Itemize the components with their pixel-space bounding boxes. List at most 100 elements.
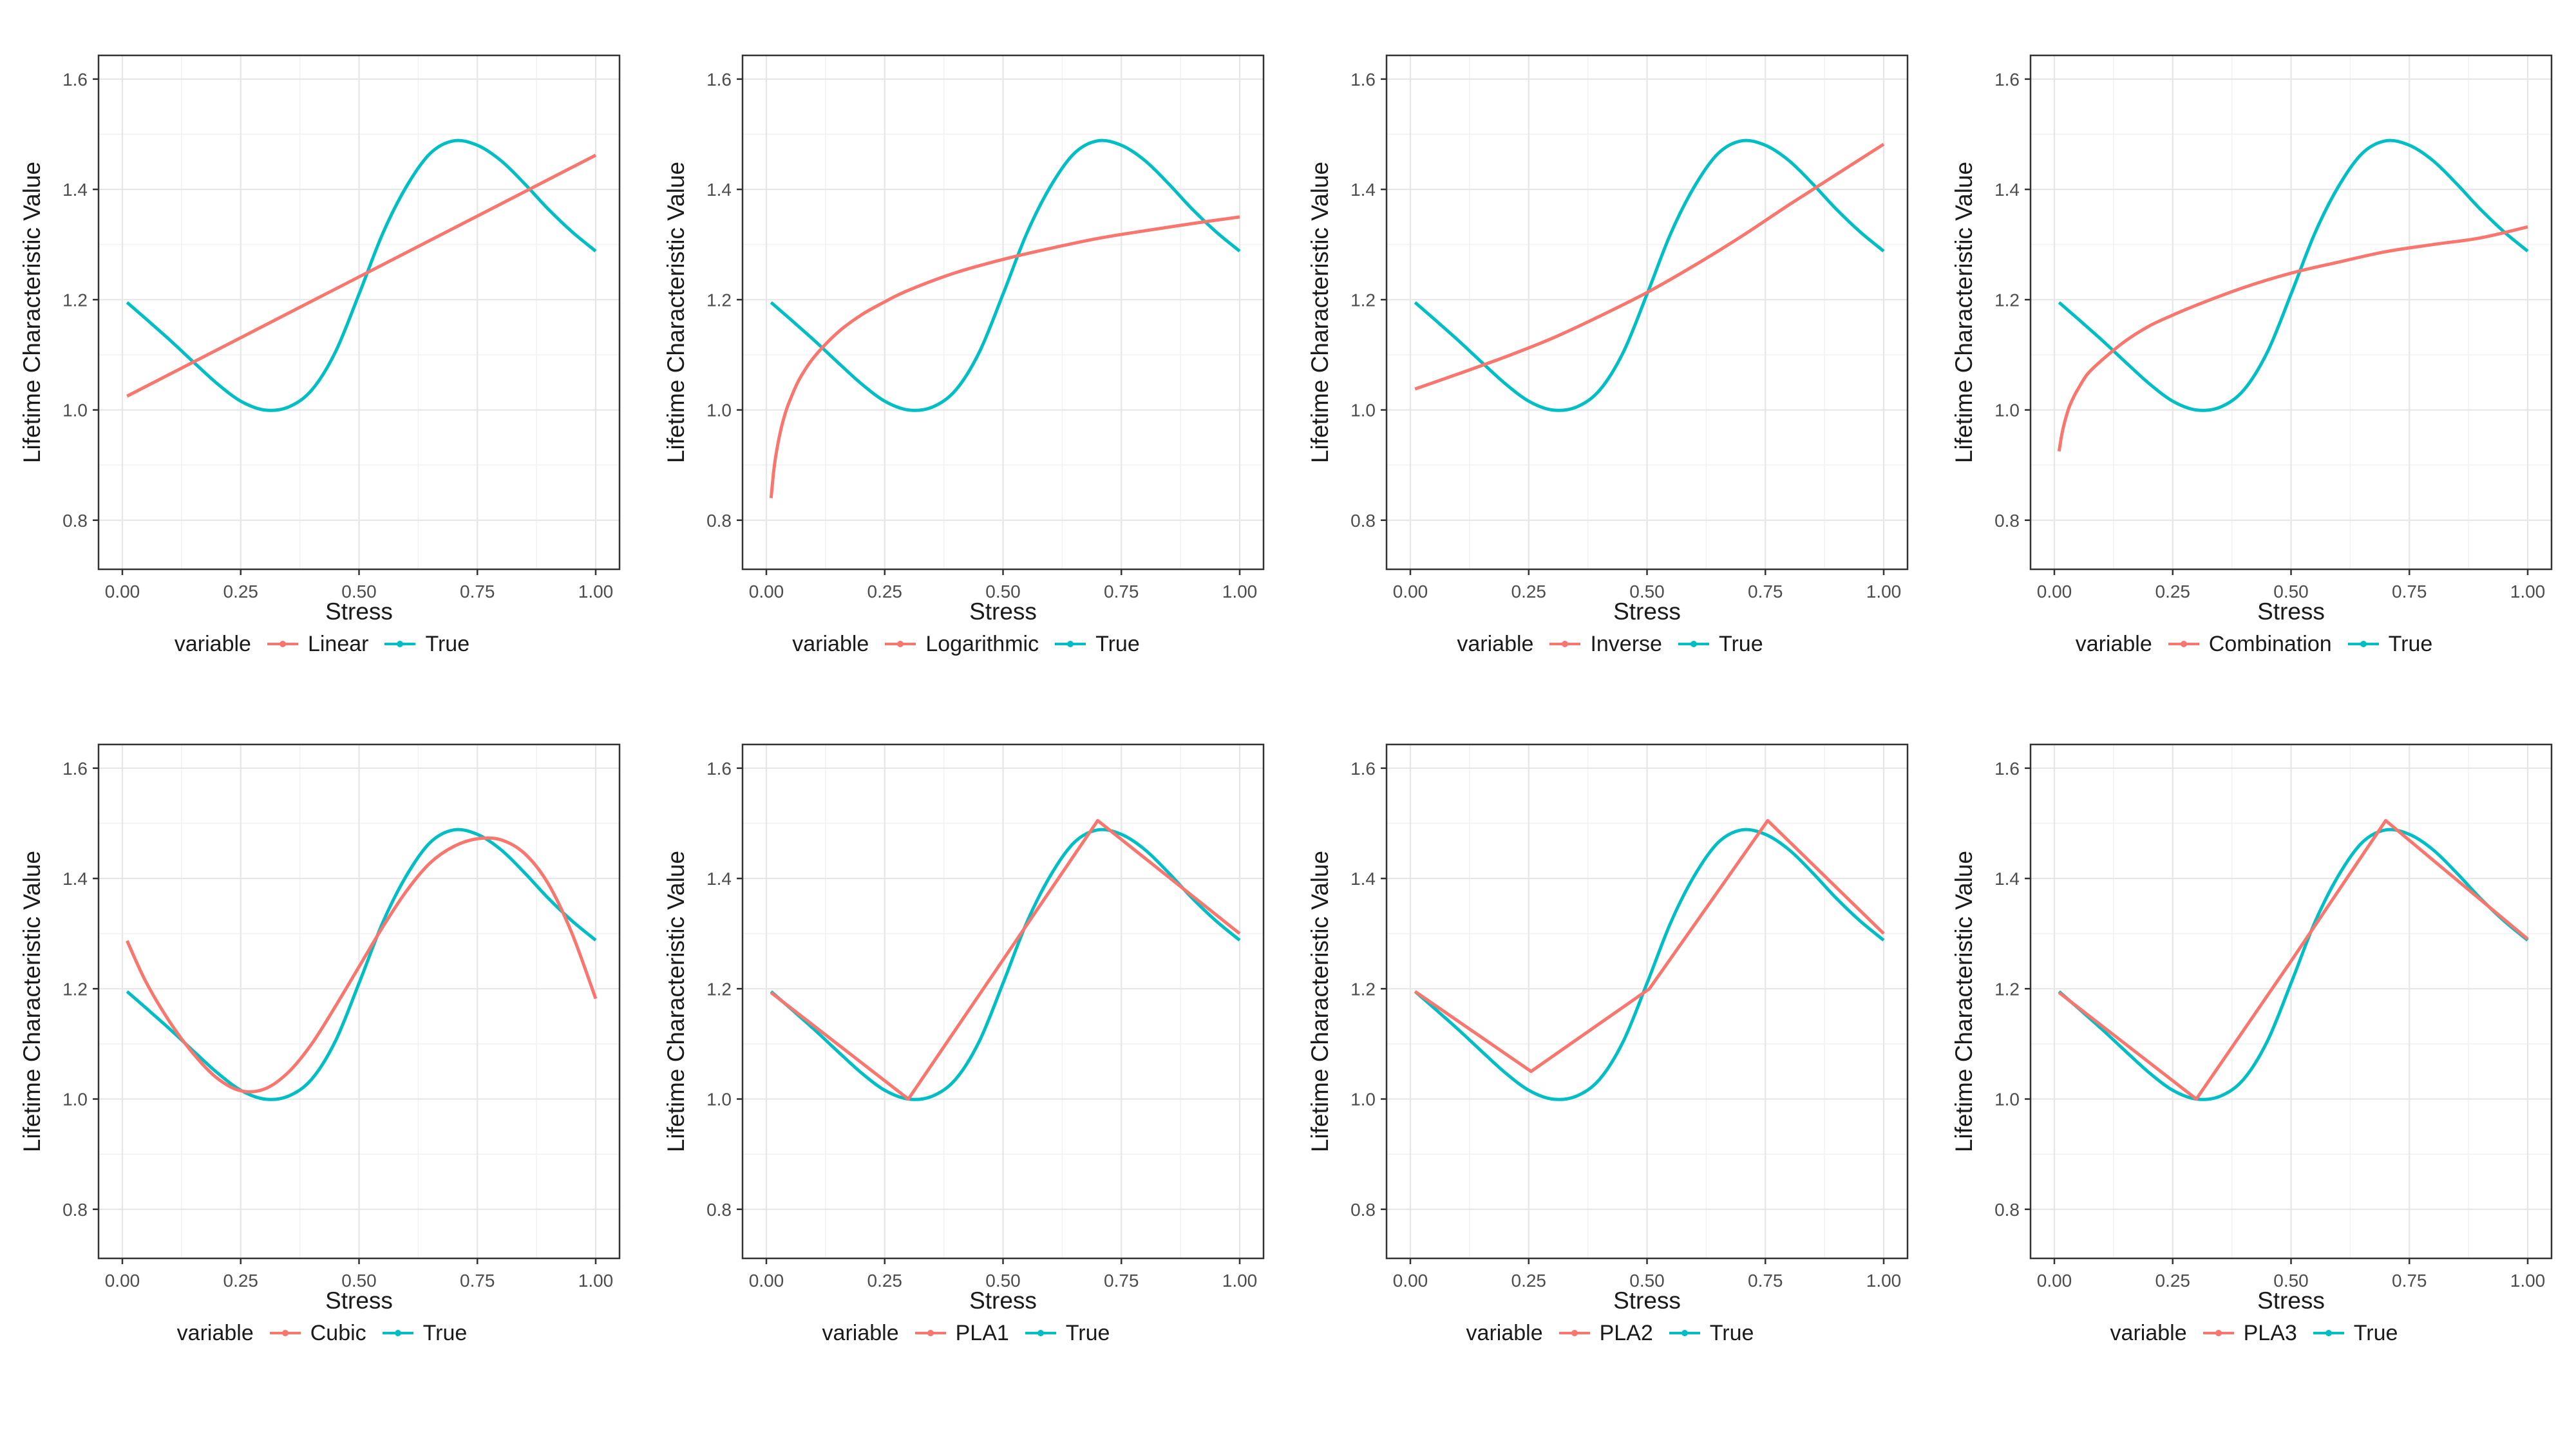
panel-border <box>741 54 1265 571</box>
legend-entry-true: True <box>2311 1321 2398 1346</box>
x-tick-label: 0.75 <box>460 582 495 601</box>
y-axis-title: Lifetime Characteristic Value <box>19 851 45 1152</box>
y-axis-title: Lifetime Characteristic Value <box>19 162 45 463</box>
x-tick-label: 0.00 <box>2037 1271 2072 1291</box>
legend-label-model: Inverse <box>1590 631 1662 656</box>
chart-cell-linear: 0.00 0.25 0.50 0.75 1.00 0.8 1.0 1.2 1.4 1.6 Stres… <box>0 0 644 689</box>
y-tick-label: 0.8 <box>1994 1200 2020 1220</box>
y-tick-label: 1.4 <box>1994 869 2020 889</box>
plot-svg-logarithmic: 0.00 0.25 0.50 0.75 1.00 0.8 1.0 1.2 1.4 1.6 Stres… <box>663 54 1265 625</box>
legend-entry-true: True <box>1676 632 1763 657</box>
y-tick-label: 1.6 <box>62 759 88 779</box>
true-curve <box>126 828 597 1101</box>
legend-linear: variable Linear True <box>0 627 644 661</box>
legend-key-true-icon <box>2347 641 2379 647</box>
legend-title: variable <box>176 1320 254 1345</box>
y-tick-label: 1.0 <box>62 401 88 421</box>
chart-cell-inverse: 0.00 0.25 0.50 0.75 1.00 0.8 1.0 1.2 1.4 1.6 Stres… <box>1288 0 1932 689</box>
plot-svg-combination: 0.00 0.25 0.50 0.75 1.00 0.8 1.0 1.2 1.4 1.6 Stres… <box>1951 54 2553 625</box>
y-tick-label: 1.4 <box>1350 180 1376 200</box>
model-curve <box>126 153 597 398</box>
true-curve <box>770 828 1241 1101</box>
legend-pla3: variable PLA3 True <box>1932 1316 2576 1350</box>
x-tick-label: 0.75 <box>1104 582 1139 601</box>
panel-border <box>741 743 1265 1260</box>
y-axis-title: Lifetime Characteristic Value <box>1307 162 1333 463</box>
y-axis-title: Lifetime Characteristic Value <box>1307 851 1333 1152</box>
x-tick-label: 0.25 <box>2155 1271 2191 1291</box>
legend-label-model: Cubic <box>310 1320 366 1345</box>
x-tick-label: 0.75 <box>460 1271 495 1291</box>
legend-entry-model: Linear <box>265 632 368 657</box>
legend-key-true-icon <box>1055 641 1086 647</box>
panel-border <box>97 54 621 571</box>
legend-label-true: True <box>1065 1320 1110 1345</box>
legend-entry-true: True <box>2346 631 2433 657</box>
legend-title: variable <box>1457 631 1534 656</box>
x-tick-label: 0.75 <box>1748 1271 1783 1291</box>
x-tick-label: 0.75 <box>1748 582 1783 601</box>
legend-key-model-icon <box>269 1330 301 1336</box>
true-curve <box>1414 828 1885 1101</box>
legend-label-true: True <box>1095 631 1140 656</box>
panel-border <box>1385 743 1909 1260</box>
y-tick-label: 1.6 <box>706 759 732 779</box>
model-curve <box>1414 142 1885 391</box>
model-curve <box>1414 819 1885 1074</box>
y-tick-label: 1.6 <box>1994 759 2020 779</box>
legend-title: variable <box>2075 631 2152 656</box>
legend-entry-true: True <box>383 632 469 657</box>
y-tick-label: 1.6 <box>706 70 732 90</box>
y-tick-label: 1.0 <box>62 1090 88 1110</box>
model-curve <box>126 836 598 1094</box>
legend-title: variable <box>174 631 251 656</box>
legend-entry-true: True <box>1053 632 1140 657</box>
y-tick-label: 1.6 <box>1350 759 1376 779</box>
y-tick-label: 1.2 <box>62 290 88 310</box>
legend-key-true-icon <box>2313 1330 2344 1336</box>
model-curve <box>769 215 1240 498</box>
x-tick-label: 0.75 <box>2392 582 2427 601</box>
x-tick-label: 1.00 <box>1866 1271 1902 1291</box>
legend-title: variable <box>822 1320 899 1345</box>
y-tick-label: 1.4 <box>706 869 732 889</box>
y-tick-label: 1.6 <box>1994 70 2020 90</box>
legend-label-true: True <box>422 1320 468 1345</box>
x-axis-title: Stress <box>325 598 393 625</box>
legend-label-model: Combination <box>2208 631 2332 656</box>
legend-key-model-icon <box>1549 641 1581 647</box>
x-tick-label: 1.00 <box>2510 582 2546 601</box>
legend-label-true: True <box>2388 631 2433 656</box>
y-tick-label: 1.4 <box>1994 180 2020 200</box>
chart-cell-pla1: 0.00 0.25 0.50 0.75 1.00 0.8 1.0 1.2 1.4 1.6 Stres… <box>644 689 1288 1449</box>
x-tick-label: 0.25 <box>1511 1271 1547 1291</box>
x-tick-label: 0.50 <box>341 1271 377 1291</box>
x-tick-label: 0.25 <box>2155 582 2191 601</box>
legend-key-model-icon <box>885 641 916 647</box>
y-tick-label: 1.4 <box>62 869 88 889</box>
x-tick-label: 1.00 <box>1222 582 1258 601</box>
legend-label-true: True <box>1718 631 1763 656</box>
y-axis-title: Lifetime Characteristic Value <box>1951 851 1977 1152</box>
y-tick-label: 1.2 <box>1350 290 1376 310</box>
x-tick-label: 0.00 <box>2037 582 2072 601</box>
y-axis-title: Lifetime Characteristic Value <box>1951 162 1977 463</box>
panel-border <box>1385 54 1909 571</box>
legend-pla1: variable PLA1 True <box>644 1316 1288 1350</box>
legend-key-model-icon <box>914 1330 946 1336</box>
x-axis-title: Stress <box>969 1287 1037 1314</box>
x-tick-label: 0.50 <box>2273 582 2309 601</box>
legend-label-model: PLA1 <box>955 1320 1009 1345</box>
legend-inverse: variable Inverse True <box>1288 627 1932 661</box>
y-tick-label: 1.2 <box>1994 979 2020 999</box>
y-tick-label: 0.8 <box>1350 1200 1376 1220</box>
x-tick-label: 0.25 <box>223 582 259 601</box>
x-tick-label: 1.00 <box>578 1271 614 1291</box>
legend-entry-model: Inverse <box>1548 632 1662 657</box>
y-axis-title: Lifetime Characteristic Value <box>663 851 689 1152</box>
legend-key-true-icon <box>1025 1330 1056 1336</box>
legend-entry-model: PLA3 <box>2201 1321 2297 1346</box>
y-tick-label: 1.2 <box>706 979 732 999</box>
y-tick-label: 1.4 <box>706 180 732 200</box>
y-tick-label: 1.0 <box>706 1090 732 1110</box>
